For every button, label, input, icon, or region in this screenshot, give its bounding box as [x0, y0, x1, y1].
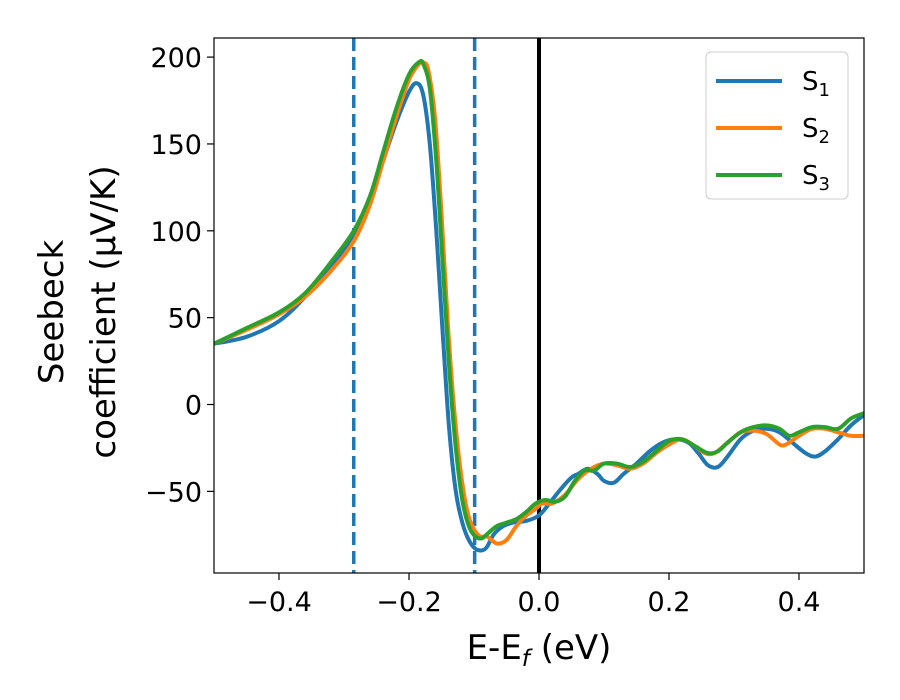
x-tick-label: 0.2	[648, 587, 691, 618]
x-tick-label: −0.4	[246, 587, 312, 618]
series-lines	[214, 58, 864, 553]
y-axis-label: Seebeck coefficient (μV/K)	[32, 165, 124, 458]
y-tick-label: 50	[168, 304, 202, 335]
x-tick-label: 0.4	[778, 587, 821, 618]
x-tick-label: −0.2	[376, 587, 442, 618]
legend-box	[705, 51, 849, 200]
y-tick-label: 150	[150, 130, 202, 161]
legend-label-s2: S2	[802, 114, 830, 148]
series-line-s2	[214, 59, 864, 546]
y-axis-ticks: −50 0 50 100 150 200	[145, 43, 214, 508]
series-line-s3	[214, 58, 864, 541]
y-tick-label: −50	[145, 477, 202, 508]
y-tick-label: 100	[150, 217, 202, 248]
x-axis-ticks: −0.4 −0.2 0.0 0.2 0.4	[246, 573, 820, 618]
y-axis-label-line1: Seebeck	[32, 240, 72, 385]
y-axis-label-line2: coefficient (μV/K)	[84, 165, 124, 458]
legend-label-s1: S1	[802, 67, 830, 101]
legend: S1 S2 S3	[705, 51, 849, 200]
y-tick-label: 0	[185, 391, 202, 422]
vertical-reference-lines	[352, 38, 541, 573]
legend-label-s3: S3	[802, 161, 830, 195]
x-tick-label: 0.0	[518, 587, 561, 618]
y-tick-label: 200	[150, 43, 202, 74]
x-axis-label: E-Ef (eV)	[467, 628, 612, 672]
